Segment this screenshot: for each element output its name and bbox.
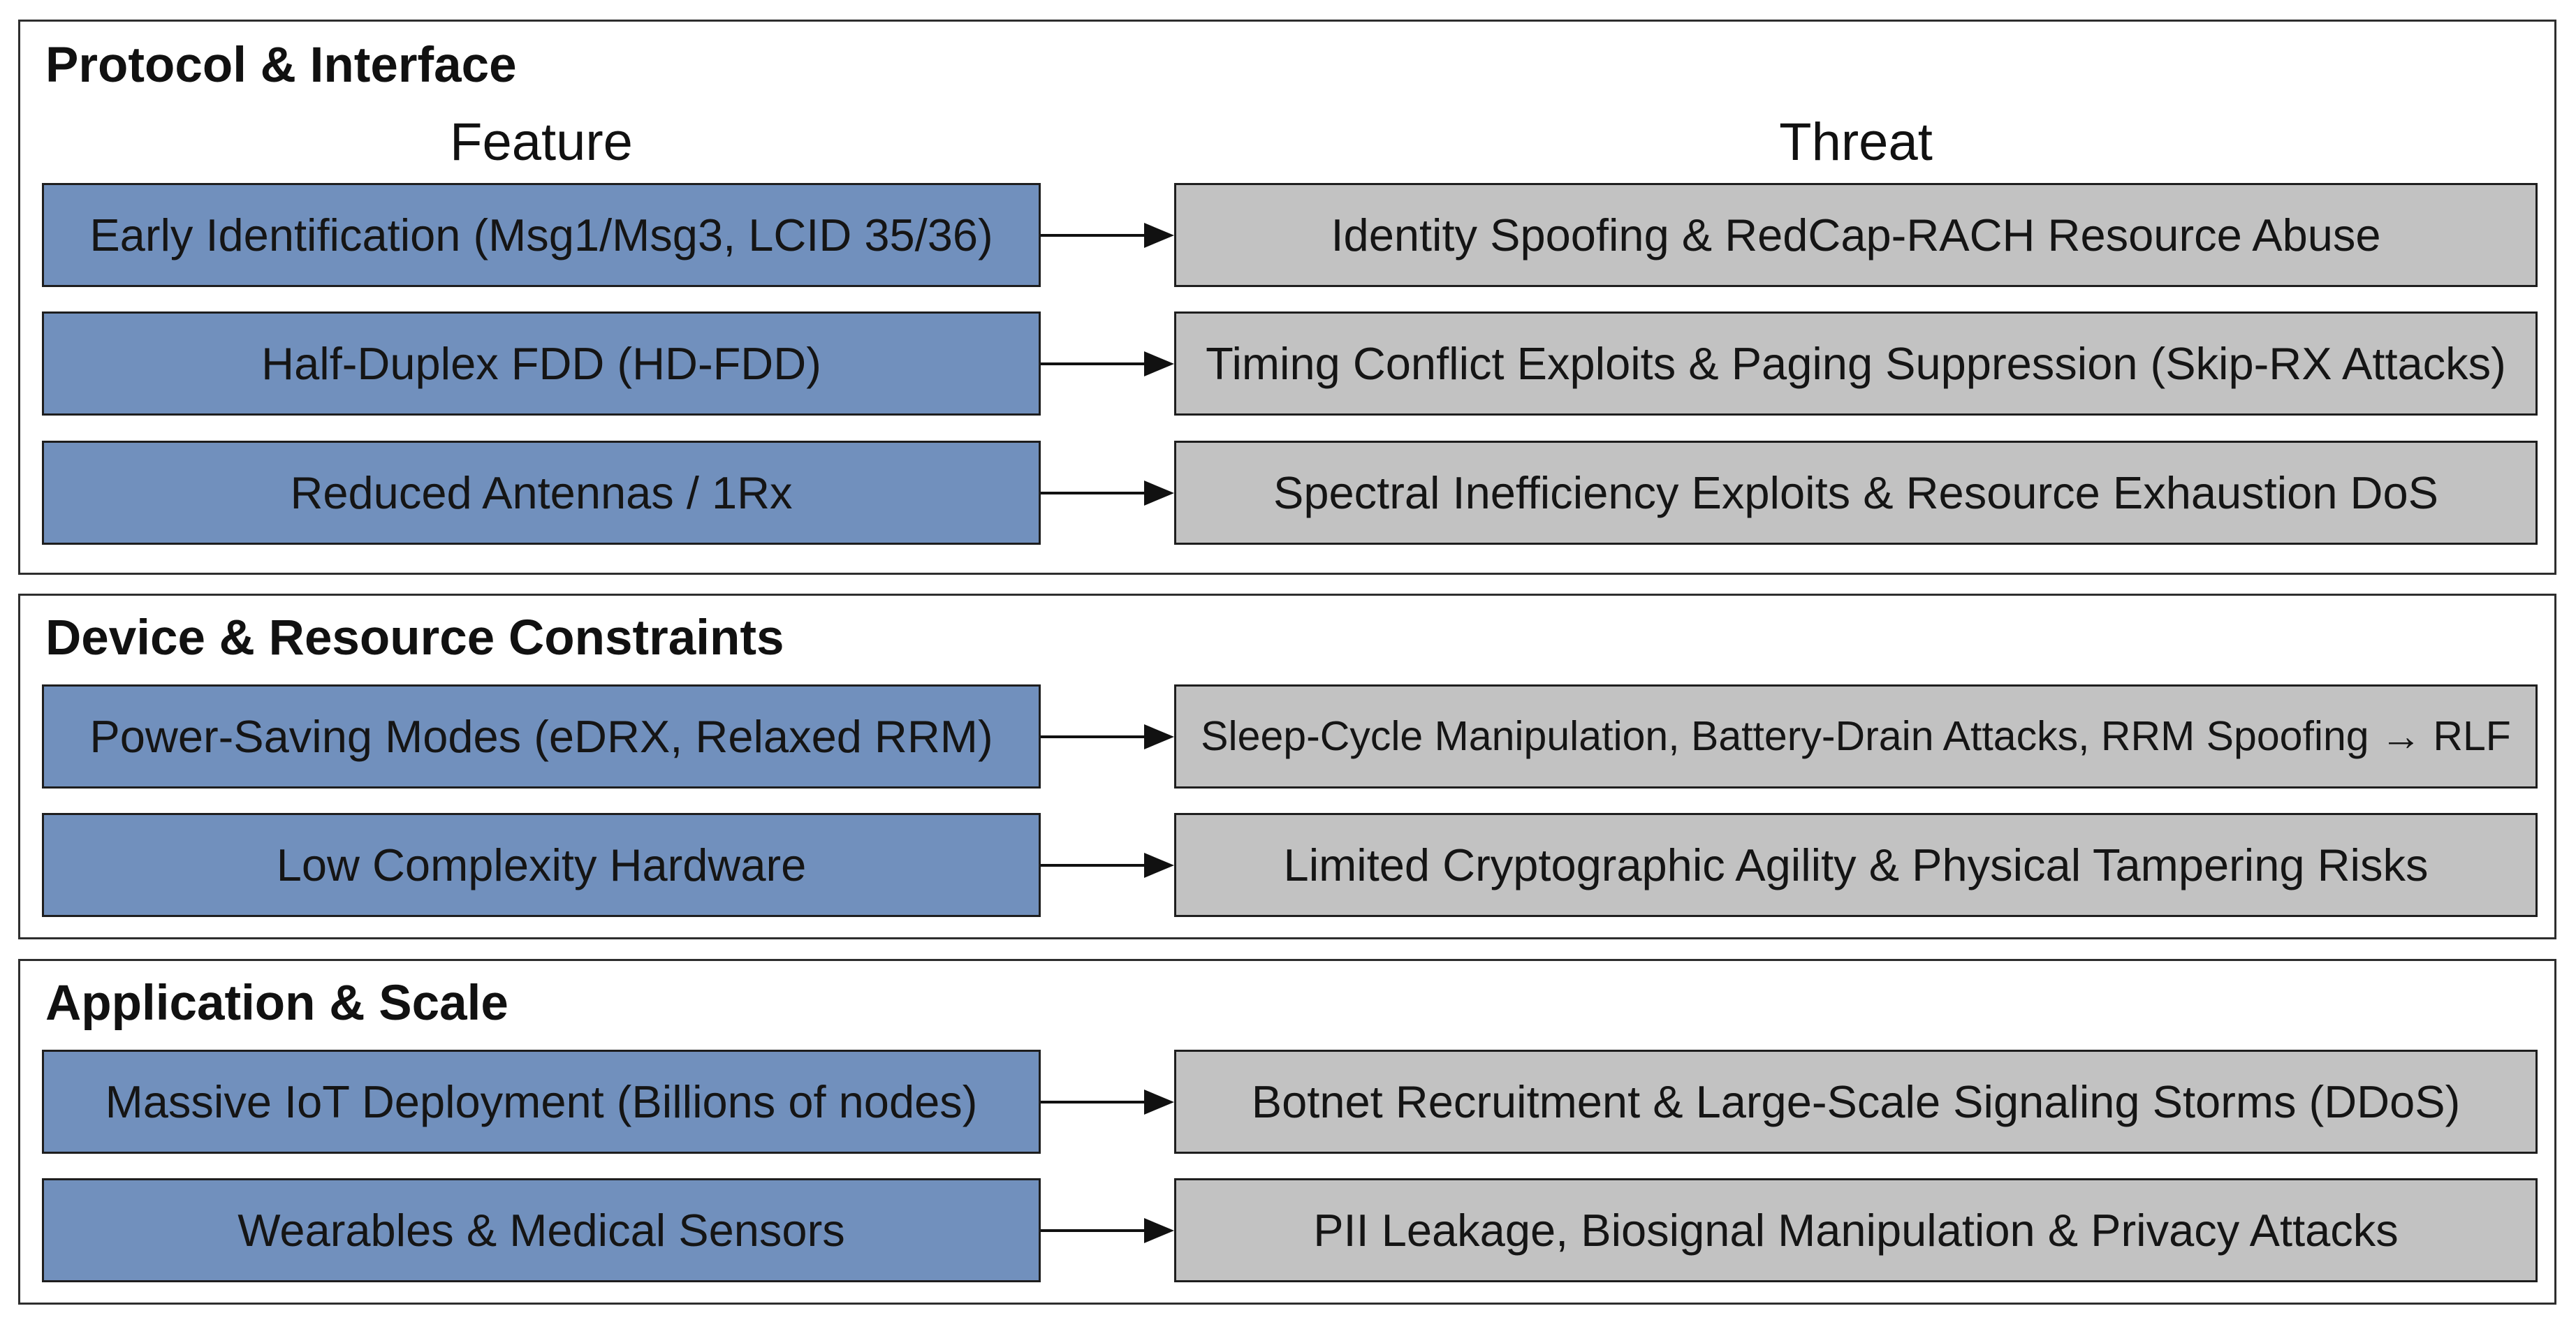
arrow-connector — [1041, 716, 1174, 758]
arrow-connector — [1041, 214, 1174, 256]
threat-label: Identity Spoofing & RedCap-RACH Resource… — [1331, 210, 2381, 261]
arrow-connector — [1041, 1081, 1174, 1123]
arrow-connector — [1041, 343, 1174, 385]
arrow-connector — [1041, 1210, 1174, 1252]
threat-box-identity-spoofing: Identity Spoofing & RedCap-RACH Resource… — [1174, 183, 2538, 287]
threat-column-header: Threat — [1779, 112, 1933, 172]
threat-label: Botnet Recruitment & Large-Scale Signali… — [1251, 1076, 2461, 1127]
section-title: Protocol & Interface — [45, 38, 517, 93]
feature-label: Wearables & Medical Sensors — [237, 1205, 845, 1256]
threat-box-botnet-recruitment: Botnet Recruitment & Large-Scale Signali… — [1174, 1050, 2538, 1154]
threat-box-timing-conflict: Timing Conflict Exploits & Paging Suppre… — [1174, 311, 2538, 416]
arrow-connector — [1041, 472, 1174, 514]
feature-label: Reduced Antennas / 1Rx — [290, 467, 793, 518]
section-device-resource-constraints: Device & Resource Constraints Power-Savi… — [18, 594, 2556, 939]
threat-box-pii-leakage: PII Leakage, Biosignal Manipulation & Pr… — [1174, 1178, 2538, 1282]
section-title: Device & Resource Constraints — [45, 610, 784, 666]
section-application-scale: Application & Scale Massive IoT Deployme… — [18, 959, 2556, 1305]
threat-box-cryptographic-agility: Limited Cryptographic Agility & Physical… — [1174, 813, 2538, 917]
feature-label: Low Complexity Hardware — [276, 839, 807, 890]
feature-label: Power-Saving Modes (eDRX, Relaxed RRM) — [89, 711, 993, 762]
feature-box-half-duplex: Half-Duplex FDD (HD-FDD) — [42, 311, 1041, 416]
feature-box-reduced-antennas: Reduced Antennas / 1Rx — [42, 441, 1041, 545]
threat-label: Timing Conflict Exploits & Paging Suppre… — [1206, 338, 2506, 389]
feature-label: Massive IoT Deployment (Billions of node… — [105, 1076, 978, 1127]
feature-box-massive-iot: Massive IoT Deployment (Billions of node… — [42, 1050, 1041, 1154]
section-protocol-interface: Protocol & Interface Feature Threat Earl… — [18, 20, 2556, 575]
feature-box-low-complexity: Low Complexity Hardware — [42, 813, 1041, 917]
feature-label: Early Identification (Msg1/Msg3, LCID 35… — [89, 210, 993, 261]
threat-box-sleep-cycle: Sleep-Cycle Manipulation, Battery-Drain … — [1174, 684, 2538, 789]
threat-label: Sleep-Cycle Manipulation, Battery-Drain … — [1201, 713, 2511, 759]
feature-box-early-identification: Early Identification (Msg1/Msg3, LCID 35… — [42, 183, 1041, 287]
arrow-connector — [1041, 844, 1174, 886]
feature-box-power-saving: Power-Saving Modes (eDRX, Relaxed RRM) — [42, 684, 1041, 789]
section-title: Application & Scale — [45, 976, 508, 1031]
threat-label: Limited Cryptographic Agility & Physical… — [1283, 839, 2429, 890]
feature-box-wearables: Wearables & Medical Sensors — [42, 1178, 1041, 1282]
feature-label: Half-Duplex FDD (HD-FDD) — [261, 338, 821, 389]
threat-label: PII Leakage, Biosignal Manipulation & Pr… — [1313, 1205, 2399, 1256]
feature-column-header: Feature — [450, 112, 633, 172]
threat-label: Spectral Inefficiency Exploits & Resourc… — [1273, 467, 2438, 518]
threat-box-spectral-inefficiency: Spectral Inefficiency Exploits & Resourc… — [1174, 441, 2538, 545]
